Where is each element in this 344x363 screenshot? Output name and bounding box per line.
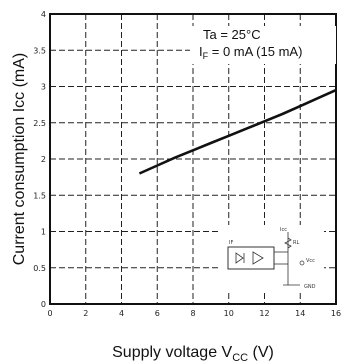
y-tick-label: 0.5: [33, 264, 46, 273]
inset-circuit: Icc Vcc GND RL IF: [218, 225, 324, 291]
inset-label-icc: Icc: [280, 227, 287, 233]
inset-label-if: IF: [229, 240, 233, 246]
y-tick-label: 3.5: [33, 46, 46, 55]
y-tick-label: 4: [41, 10, 46, 19]
x-tick-label: 10: [224, 309, 234, 318]
x-tick-label: 8: [190, 309, 195, 318]
x-axis-ticks: 0 2 4 6 8 10 12 14 16: [47, 309, 341, 318]
x-tick-label: 2: [83, 309, 88, 318]
inset-label-vcc: Vcc: [306, 258, 315, 264]
annotation-temperature: Ta = 25°C: [203, 27, 261, 42]
y-tick-label: 0: [41, 300, 46, 309]
series-line: [138, 88, 337, 175]
y-tick-label: 2: [41, 155, 46, 164]
x-tick-label: 12: [259, 309, 269, 318]
plot-frame: [49, 13, 337, 305]
x-tick-label: 6: [155, 309, 160, 318]
y-tick-label: 1: [41, 228, 46, 237]
inset-label-rl: RL: [293, 240, 299, 246]
y-tick-label: 2.5: [33, 119, 46, 128]
y-tick-label: 1.5: [33, 191, 46, 200]
x-tick-label: 4: [119, 309, 124, 318]
x-tick-label: 16: [331, 309, 341, 318]
x-tick-label: 14: [295, 309, 305, 318]
annotation-forward-current: IF = 0 mA (15 mA): [199, 44, 302, 61]
x-axis-label: Supply voltage VCC (V): [112, 344, 274, 363]
y-tick-label: 3: [41, 83, 46, 92]
inset-label-gnd: GND: [304, 284, 316, 290]
x-tick-label: 0: [47, 309, 52, 318]
y-axis-label: Current consumption Icc (mA): [11, 53, 28, 266]
y-axis-ticks: 0 0.5 1 1.5 2 2.5 3 3.5 4: [33, 10, 46, 309]
